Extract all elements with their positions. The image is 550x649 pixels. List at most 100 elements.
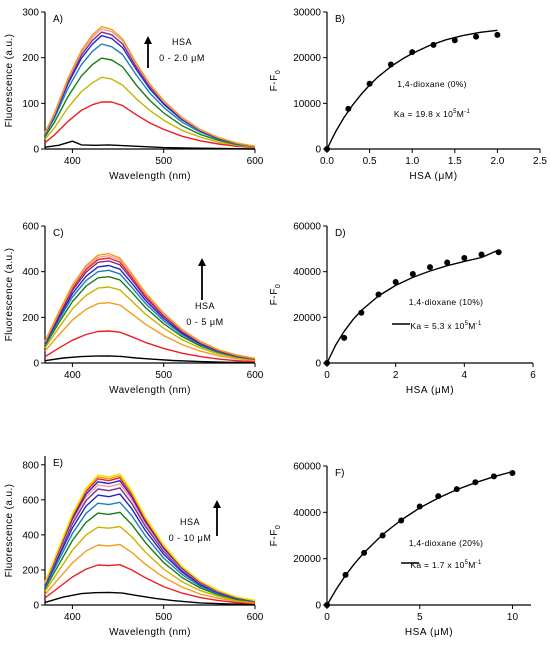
spectrum-line-4 [44, 286, 256, 361]
y-axis-title: F-F0 [269, 284, 282, 306]
data-point [509, 469, 516, 476]
data-point [324, 602, 330, 608]
ka-unit-exponent: -1 [464, 109, 470, 115]
y-tick-label: 300 [22, 8, 39, 19]
y-axis-title: Fluorescence (a.u.) [4, 34, 15, 128]
increase-arrowhead [213, 500, 221, 508]
ka-exponent: 5 [465, 321, 469, 327]
panel-label: A) [53, 14, 63, 25]
data-point [342, 571, 349, 578]
ka-unit: M [468, 560, 475, 570]
ka-value: Ka = 5.3 x 10 [410, 321, 464, 331]
ka-value: Ka = 1.7 x 10 [410, 560, 464, 570]
spectrum-line-4 [44, 525, 256, 603]
x-tick-label: 600 [247, 370, 264, 381]
data-point [472, 479, 479, 486]
spectrum-line-7 [44, 493, 256, 602]
x-axis-title: Wavelength (nm) [109, 385, 191, 396]
data-point [345, 105, 352, 112]
x-tick-label: 400 [64, 156, 81, 167]
x-tick-label: 0.0 [320, 156, 334, 167]
annotation-label: HSA [172, 37, 192, 47]
x-axis-title: HSA (μM) [409, 171, 457, 182]
x-tick-label: 2.5 [533, 156, 547, 167]
y-tick-label: 40000 [293, 267, 321, 278]
spectrum-line-12 [44, 475, 256, 602]
spectrum-line-3 [44, 543, 256, 604]
ka-value: Ka = 19.8 x 10 [394, 109, 453, 119]
data-point [392, 278, 399, 285]
x-tick-label: 1.0 [405, 156, 419, 167]
panel-label: E) [53, 458, 63, 469]
x-axis-title: HSA (μM) [406, 385, 454, 396]
annotation-range: 0 - 10 μM [169, 533, 212, 543]
panel-label: D) [335, 228, 346, 239]
y-axis-title-main: F-F [269, 288, 280, 305]
data-point [416, 503, 423, 510]
annotation-label: HSA [195, 301, 215, 311]
y-tick-label: 10000 [293, 99, 321, 110]
y-tick-label: 200 [22, 565, 39, 576]
data-point [375, 291, 382, 298]
data-point [379, 532, 386, 539]
y-tick-label: 60000 [293, 222, 321, 233]
spectrum-line-13 [44, 473, 256, 602]
data-point [430, 41, 437, 48]
y-axis-title-subscript: 0 [275, 284, 282, 289]
data-point [494, 31, 501, 38]
solvent-label: 1,4-dioxane (0%) [397, 79, 467, 89]
x-tick-label: 600 [247, 612, 264, 623]
y-axis-title: Fluorescence (a.u.) [4, 248, 15, 342]
panel-e: 0 200 400 600 800 400 500 600 E) Wavelength (nm) F… [4, 456, 264, 638]
x-tick-label: 2 [393, 370, 399, 381]
y-tick-label: 0 [315, 359, 321, 370]
data-point [341, 334, 348, 341]
data-point [387, 61, 394, 68]
y-tick-label: 800 [22, 460, 39, 471]
ka-unit: M [457, 109, 464, 119]
x-axis-title: HSA (μM) [405, 627, 453, 638]
y-tick-label: 600 [22, 495, 39, 506]
data-point [324, 360, 330, 366]
y-axis-title-main: F-F [269, 74, 280, 91]
y-tick-label: 0 [315, 601, 321, 612]
y-axis-title-main: F-F [269, 529, 280, 546]
solvent-label: 1,4-dioxane (10%) [409, 297, 484, 307]
spectrum-line-5 [44, 276, 256, 360]
panel-label: C) [53, 228, 64, 239]
spectrum-line-1 [44, 591, 256, 606]
data-point [361, 549, 368, 556]
y-axis-title-subscript: 0 [275, 70, 282, 75]
y-tick-label: 60000 [293, 462, 321, 473]
x-tick-label: 10 [507, 612, 519, 623]
x-tick-label: 6 [530, 370, 536, 381]
data-point [444, 259, 451, 266]
spectrum-line-5 [44, 511, 256, 603]
x-tick-label: 400 [64, 612, 81, 623]
spectrum-line-4 [44, 57, 256, 148]
x-tick-label: 2.0 [490, 156, 504, 167]
y-tick-label: 0 [33, 145, 39, 156]
x-tick-label: 0 [324, 612, 330, 623]
data-point [409, 270, 416, 277]
x-axis-title: Wavelength (nm) [109, 627, 191, 638]
y-tick-label: 200 [22, 53, 39, 64]
spectrum-line-2 [44, 564, 256, 605]
data-point [427, 264, 433, 271]
y-axis-title-subscript: 0 [275, 525, 282, 530]
data-point [324, 146, 330, 152]
data-point [490, 473, 497, 480]
y-tick-label: 20000 [293, 554, 321, 565]
ka-unit-exponent: -1 [476, 321, 482, 327]
spectrum-line-2 [44, 101, 256, 149]
data-point [358, 309, 365, 316]
x-tick-label: 600 [247, 156, 264, 167]
ka-label: Ka = 5.3 x 105M-1 [410, 321, 482, 331]
ka-label: Ka = 1.7 x 105M-1 [410, 560, 482, 570]
x-tick-label: 400 [64, 370, 81, 381]
spectrum-line-1 [44, 140, 256, 150]
data-point [435, 493, 442, 500]
y-tick-label: 0 [33, 359, 39, 370]
